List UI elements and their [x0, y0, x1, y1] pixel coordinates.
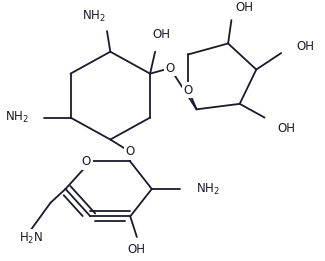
Text: OH: OH	[277, 122, 295, 135]
Text: NH$_2$: NH$_2$	[82, 8, 106, 23]
Text: O: O	[82, 155, 91, 168]
Text: O: O	[165, 62, 175, 75]
Text: OH: OH	[296, 40, 314, 53]
Text: NH$_2$: NH$_2$	[196, 182, 219, 197]
Text: O: O	[184, 84, 193, 97]
Text: OH: OH	[128, 243, 146, 256]
Text: O: O	[125, 145, 135, 158]
Text: NH$_2$: NH$_2$	[5, 110, 28, 125]
Text: OH: OH	[235, 1, 253, 14]
Text: H$_2$N: H$_2$N	[19, 231, 43, 246]
Text: OH: OH	[153, 28, 171, 41]
